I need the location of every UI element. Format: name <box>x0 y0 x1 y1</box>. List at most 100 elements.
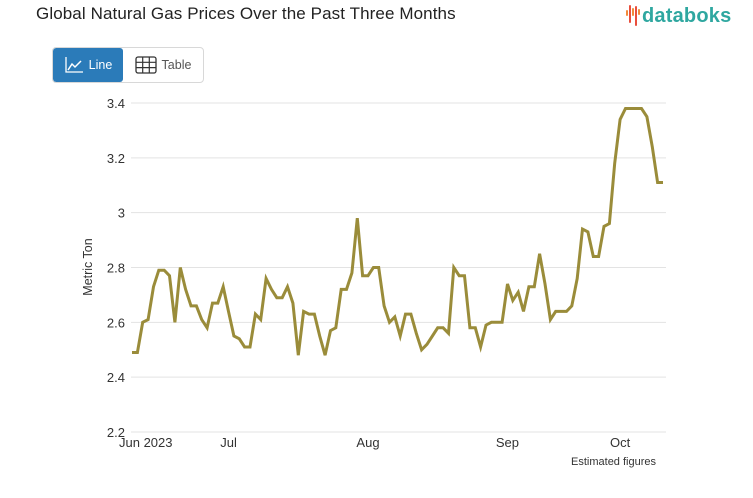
data-point[interactable] <box>521 308 527 314</box>
data-point[interactable] <box>424 341 430 347</box>
table-view-button[interactable]: Table <box>123 48 203 82</box>
data-point[interactable] <box>510 297 516 303</box>
data-point[interactable] <box>322 352 328 358</box>
data-point[interactable] <box>156 267 162 273</box>
data-point[interactable] <box>263 275 269 281</box>
data-point[interactable] <box>408 311 414 317</box>
data-point[interactable] <box>660 180 666 186</box>
data-point[interactable] <box>392 314 398 320</box>
data-point[interactable] <box>542 281 548 287</box>
data-point[interactable] <box>349 270 355 276</box>
data-point[interactable] <box>360 273 366 279</box>
data-point[interactable] <box>397 333 403 339</box>
data-point[interactable] <box>504 281 510 287</box>
data-point[interactable] <box>301 308 307 314</box>
data-point[interactable] <box>354 215 360 221</box>
data-point[interactable] <box>134 349 140 355</box>
data-point[interactable] <box>413 330 419 336</box>
data-point[interactable] <box>478 344 484 350</box>
data-point[interactable] <box>580 226 586 232</box>
data-point[interactable] <box>569 303 575 309</box>
data-point[interactable] <box>188 303 194 309</box>
data-point[interactable] <box>306 311 312 317</box>
data-point[interactable] <box>231 333 237 339</box>
data-point[interactable] <box>553 308 559 314</box>
data-point[interactable] <box>403 311 409 317</box>
data-point[interactable] <box>622 105 628 111</box>
data-point[interactable] <box>150 284 156 290</box>
data-point[interactable] <box>435 325 441 331</box>
data-point[interactable] <box>274 295 280 301</box>
data-point[interactable] <box>172 319 178 325</box>
data-point[interactable] <box>515 289 521 295</box>
data-point[interactable] <box>317 333 323 339</box>
data-point[interactable] <box>370 265 376 271</box>
data-point[interactable] <box>242 344 248 350</box>
data-point[interactable] <box>563 308 569 314</box>
data-point[interactable] <box>419 347 425 353</box>
data-point[interactable] <box>236 336 242 342</box>
data-point[interactable] <box>537 251 543 257</box>
data-point[interactable] <box>268 286 274 292</box>
data-point[interactable] <box>429 333 435 339</box>
data-point[interactable] <box>167 273 173 279</box>
data-point[interactable] <box>193 303 199 309</box>
data-point[interactable] <box>140 319 146 325</box>
data-point[interactable] <box>462 273 468 279</box>
data-point[interactable] <box>606 221 612 227</box>
data-point[interactable] <box>279 295 285 301</box>
data-point[interactable] <box>226 308 232 314</box>
data-point[interactable] <box>215 300 221 306</box>
data-point[interactable] <box>258 317 264 323</box>
data-point[interactable] <box>451 265 457 271</box>
data-point[interactable] <box>376 265 382 271</box>
data-point[interactable] <box>285 284 291 290</box>
data-point[interactable] <box>177 265 183 271</box>
data-point[interactable] <box>547 317 553 323</box>
data-point[interactable] <box>290 300 296 306</box>
data-point[interactable] <box>601 223 607 229</box>
data-point[interactable] <box>483 322 489 328</box>
data-point[interactable] <box>199 317 205 323</box>
data-point[interactable] <box>327 328 333 334</box>
data-point[interactable] <box>381 303 387 309</box>
line-view-button[interactable]: Line <box>53 48 123 82</box>
data-point[interactable] <box>488 319 494 325</box>
data-point[interactable] <box>628 105 634 111</box>
data-point[interactable] <box>649 144 655 150</box>
data-point[interactable] <box>183 286 189 292</box>
data-point[interactable] <box>129 349 135 355</box>
data-point[interactable] <box>456 273 462 279</box>
data-point[interactable] <box>386 319 392 325</box>
data-point[interactable] <box>311 311 317 317</box>
data-point[interactable] <box>333 325 339 331</box>
data-point[interactable] <box>644 114 650 120</box>
series-line-natural-gas-price[interactable] <box>132 107 663 356</box>
data-point[interactable] <box>574 275 580 281</box>
data-point[interactable] <box>247 344 253 350</box>
data-point[interactable] <box>145 317 151 323</box>
data-point[interactable] <box>558 308 564 314</box>
data-point[interactable] <box>365 273 371 279</box>
data-point[interactable] <box>612 160 618 166</box>
data-point[interactable] <box>617 116 623 122</box>
data-point[interactable] <box>655 180 661 186</box>
databoks-logo[interactable]: databoks <box>626 3 731 29</box>
data-point[interactable] <box>526 284 532 290</box>
data-point[interactable] <box>295 352 301 358</box>
data-point[interactable] <box>220 284 226 290</box>
data-point[interactable] <box>209 300 215 306</box>
data-point[interactable] <box>445 330 451 336</box>
data-point[interactable] <box>472 325 478 331</box>
data-point[interactable] <box>633 105 639 111</box>
data-point[interactable] <box>531 284 537 290</box>
data-point[interactable] <box>344 286 350 292</box>
data-point[interactable] <box>494 319 500 325</box>
data-point[interactable] <box>204 325 210 331</box>
data-point[interactable] <box>585 229 591 235</box>
data-point[interactable] <box>161 267 167 273</box>
data-point[interactable] <box>639 105 645 111</box>
data-point[interactable] <box>338 286 344 292</box>
data-point[interactable] <box>467 325 473 331</box>
data-point[interactable] <box>590 254 596 260</box>
